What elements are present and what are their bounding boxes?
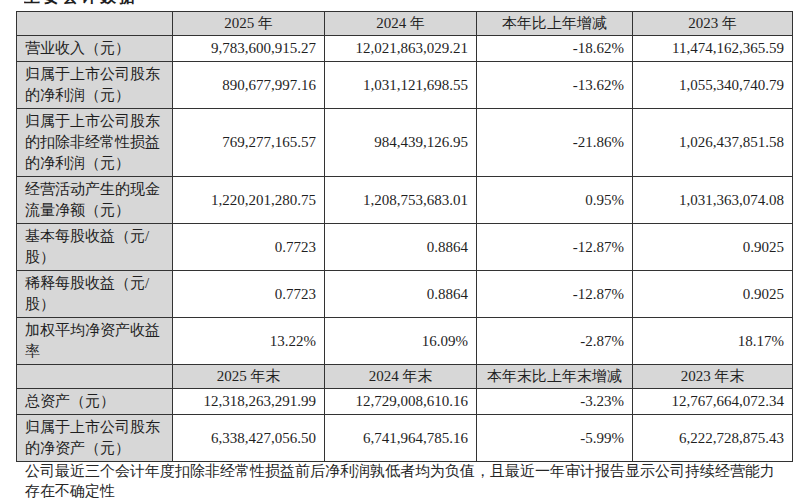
row-label: 稀释每股收益（元/股） bbox=[17, 271, 173, 318]
column-header-cell: 2025 年 bbox=[173, 12, 325, 36]
table-row: 基本每股收益（元/股）0.77230.8864-12.87%0.9025 bbox=[17, 224, 793, 271]
value-cell: 12,318,263,291.99 bbox=[173, 389, 325, 415]
value-cell: -18.62% bbox=[477, 36, 633, 62]
clipped-page-heading-text: 主要会计数据 bbox=[24, 0, 224, 5]
corner-cell bbox=[17, 365, 173, 389]
value-cell: 0.7723 bbox=[173, 271, 325, 318]
corner-cell bbox=[17, 12, 173, 36]
value-cell: 16.09% bbox=[325, 318, 477, 365]
table-row: 稀释每股收益（元/股）0.77230.8864-12.87%0.9025 bbox=[17, 271, 793, 318]
table-row: 归属于上市公司股东的扣除非经常性损益的净利润（元）769,277,165.579… bbox=[17, 109, 793, 177]
table-row: 营业收入（元）9,783,600,915.2712,021,863,029.21… bbox=[17, 36, 793, 62]
value-cell: 890,677,997.16 bbox=[173, 62, 325, 109]
value-cell: 0.7723 bbox=[173, 224, 325, 271]
row-label: 基本每股收益（元/股） bbox=[17, 224, 173, 271]
row-label: 归属于上市公司股东的净资产（元） bbox=[17, 415, 173, 462]
table-row: 加权平均净资产收益率13.22%16.09%-2.87%18.17% bbox=[17, 318, 793, 365]
value-cell: 12,021,863,029.21 bbox=[325, 36, 477, 62]
clipped-page-heading: 主要会计数据 bbox=[24, 0, 224, 5]
column-header-cell: 本年比上年增减 bbox=[477, 12, 633, 36]
value-cell: 1,026,437,851.58 bbox=[633, 109, 793, 177]
value-cell: 6,338,427,056.50 bbox=[173, 415, 325, 462]
period-end-data-section: 2025 年末2024 年末本年末比上年末增减2023 年末总资产（元）12,3… bbox=[17, 365, 793, 462]
column-header-row: 2025 年2024 年本年比上年增减2023 年 bbox=[17, 12, 793, 36]
column-header-cell: 2025 年末 bbox=[173, 365, 325, 389]
table-row: 归属于上市公司股东的净利润（元）890,677,997.161,031,121,… bbox=[17, 62, 793, 109]
value-cell: -12.87% bbox=[477, 271, 633, 318]
value-cell: 0.8864 bbox=[325, 224, 477, 271]
column-header-cell: 2024 年末 bbox=[325, 365, 477, 389]
value-cell: -5.99% bbox=[477, 415, 633, 462]
value-cell: 1,031,121,698.55 bbox=[325, 62, 477, 109]
going-concern-footnote: 公司最近三个会计年度扣除非经常性损益前后净利润孰低者均为负值，且最近一年审计报告… bbox=[25, 461, 782, 501]
table-row: 经营活动产生的现金流量净额（元）1,220,201,280.751,208,75… bbox=[17, 177, 793, 224]
row-label: 总资产（元） bbox=[17, 389, 173, 415]
column-header-cell: 2024 年 bbox=[325, 12, 477, 36]
row-label: 归属于上市公司股东的净利润（元） bbox=[17, 62, 173, 109]
value-cell: 769,277,165.57 bbox=[173, 109, 325, 177]
value-cell: 18.17% bbox=[633, 318, 793, 365]
row-label: 营业收入（元） bbox=[17, 36, 173, 62]
row-label: 经营活动产生的现金流量净额（元） bbox=[17, 177, 173, 224]
value-cell: 9,783,600,915.27 bbox=[173, 36, 325, 62]
value-cell: 1,031,363,074.08 bbox=[633, 177, 793, 224]
value-cell: 12,729,008,610.16 bbox=[325, 389, 477, 415]
value-cell: -21.86% bbox=[477, 109, 633, 177]
column-header-cell: 2023 年 bbox=[633, 12, 793, 36]
financial-summary-table: 2025 年2024 年本年比上年增减2023 年营业收入（元）9,783,60… bbox=[16, 11, 793, 462]
value-cell: -2.87% bbox=[477, 318, 633, 365]
value-cell: 6,222,728,875.43 bbox=[633, 415, 793, 462]
row-label: 归属于上市公司股东的扣除非经常性损益的净利润（元） bbox=[17, 109, 173, 177]
value-cell: 1,055,340,740.79 bbox=[633, 62, 793, 109]
table-row: 总资产（元）12,318,263,291.9912,729,008,610.16… bbox=[17, 389, 793, 415]
value-cell: 12,767,664,072.34 bbox=[633, 389, 793, 415]
value-cell: 1,220,201,280.75 bbox=[173, 177, 325, 224]
column-header-cell: 2023 年末 bbox=[633, 365, 793, 389]
column-header-cell: 本年末比上年末增减 bbox=[477, 365, 633, 389]
column-header-row: 2025 年末2024 年末本年末比上年末增减2023 年末 bbox=[17, 365, 793, 389]
value-cell: 0.9025 bbox=[633, 224, 793, 271]
value-cell: 0.9025 bbox=[633, 271, 793, 318]
annual-data-section: 2025 年2024 年本年比上年增减2023 年营业收入（元）9,783,60… bbox=[17, 12, 793, 365]
value-cell: -3.23% bbox=[477, 389, 633, 415]
value-cell: 0.95% bbox=[477, 177, 633, 224]
value-cell: 11,474,162,365.59 bbox=[633, 36, 793, 62]
table-row: 归属于上市公司股东的净资产（元）6,338,427,056.506,741,96… bbox=[17, 415, 793, 462]
value-cell: 984,439,126.95 bbox=[325, 109, 477, 177]
value-cell: -13.62% bbox=[477, 62, 633, 109]
value-cell: 13.22% bbox=[173, 318, 325, 365]
value-cell: 0.8864 bbox=[325, 271, 477, 318]
value-cell: 1,208,753,683.01 bbox=[325, 177, 477, 224]
value-cell: -12.87% bbox=[477, 224, 633, 271]
value-cell: 6,741,964,785.16 bbox=[325, 415, 477, 462]
row-label: 加权平均净资产收益率 bbox=[17, 318, 173, 365]
